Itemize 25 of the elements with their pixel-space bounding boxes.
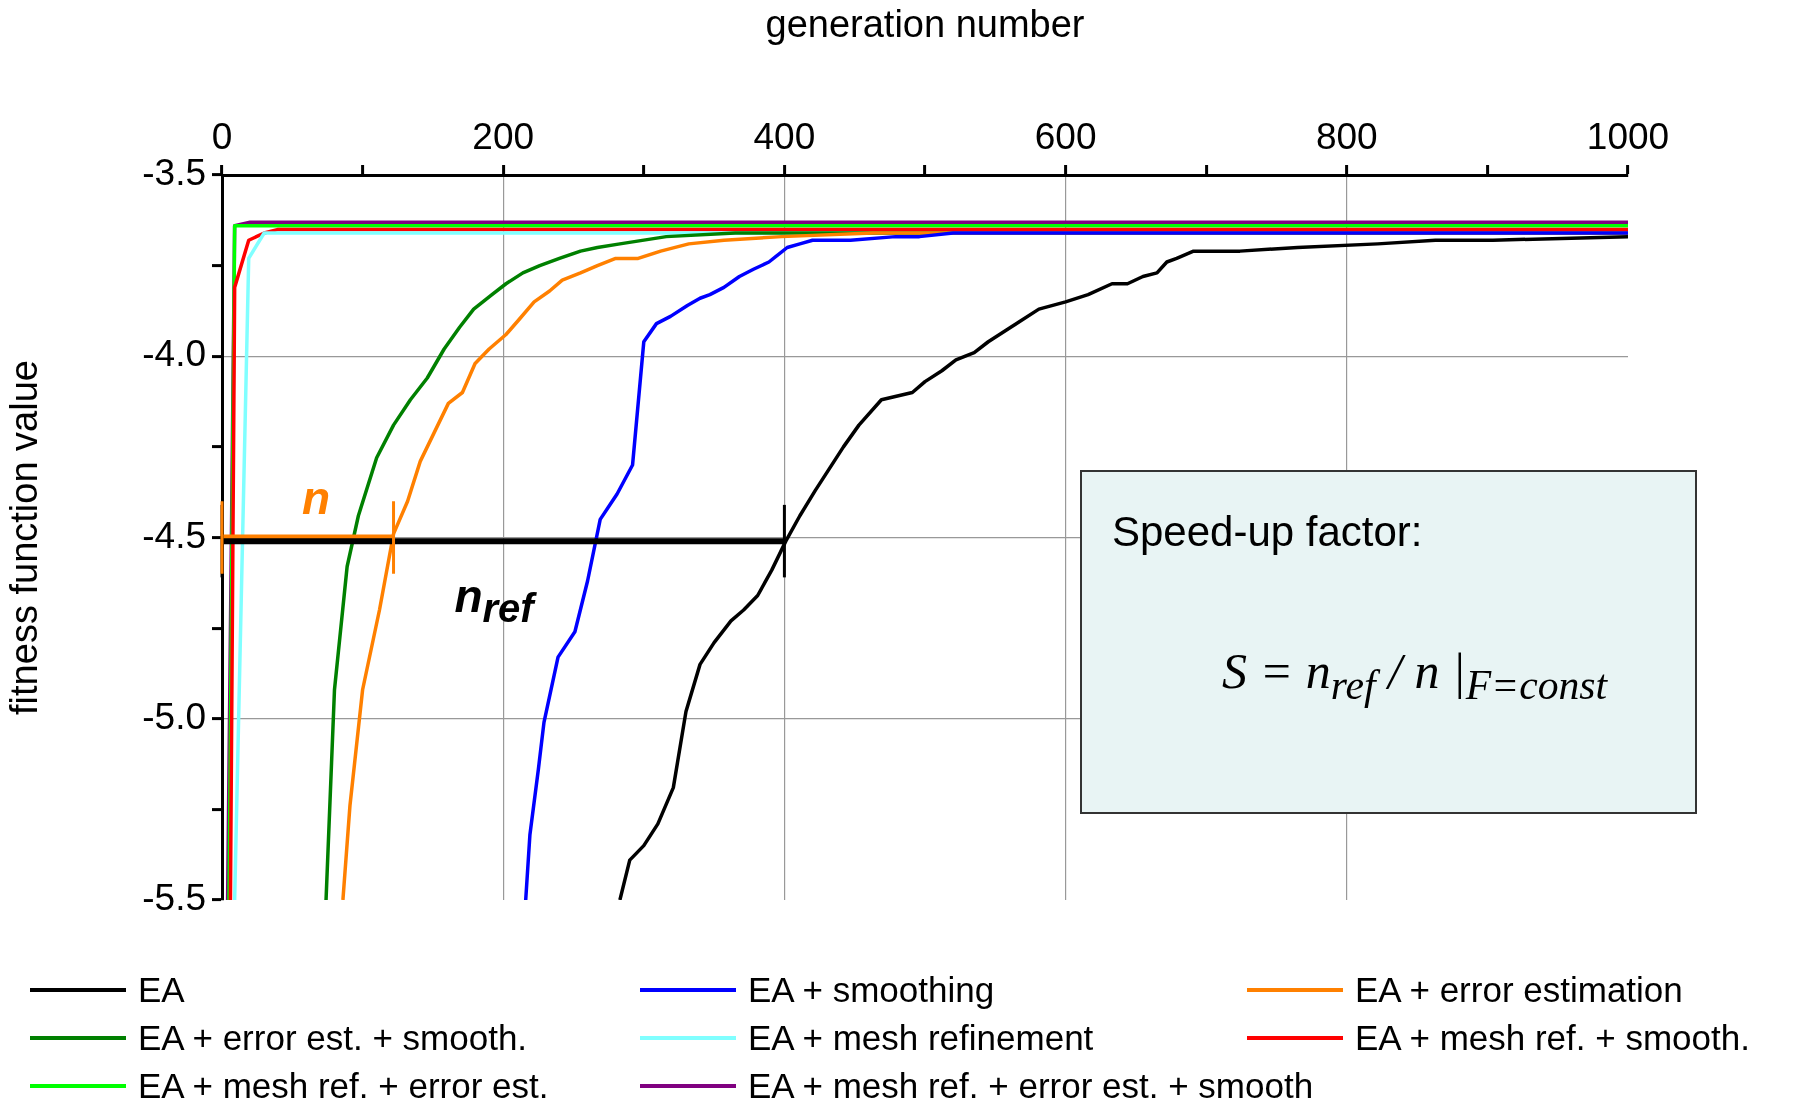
legend-label: EA — [138, 970, 185, 1010]
legend-label: EA + mesh ref. + error est. — [138, 1066, 549, 1106]
legend-label: EA + error estimation — [1355, 970, 1683, 1010]
x-tick-label: 200 — [472, 116, 535, 157]
legend-label: EA + mesh ref. + error est. + smooth — [748, 1066, 1314, 1106]
annotation: n — [301, 471, 331, 525]
legend-label: EA + error est. + smooth. — [138, 1018, 528, 1058]
text-box: Speed-up factor: S = n$_{ref}$ / n |$_{F=const}$ — [1080, 470, 1697, 814]
x-tick-label: 400 — [753, 116, 816, 157]
y-tick-label: -4.0 — [142, 333, 206, 375]
x-axis-title: generation number — [765, 3, 1085, 46]
annotation: Speed-up factor: — [1112, 508, 1423, 556]
x-tick-label: 800 — [1315, 116, 1378, 157]
y-tick-label: -5.5 — [142, 877, 206, 919]
x-tick-label: 1000 — [1586, 116, 1670, 157]
annotation: S = n$_{ref}$ / n |$_{F=const}$ — [1222, 642, 1608, 709]
legend-label: EA + mesh refinement — [748, 1018, 1094, 1058]
legend-label: EA + smoothing — [748, 970, 995, 1010]
y-tick-label: -4.5 — [142, 514, 206, 556]
legend-label: EA + mesh ref. + smooth. — [1355, 1018, 1750, 1058]
y-axis-title: fitness function value — [3, 360, 46, 715]
x-tick-label: 0 — [211, 116, 233, 157]
y-tick-label: -3.5 — [142, 152, 206, 194]
y-tick-label: -5.0 — [142, 695, 206, 737]
x-tick-label: 600 — [1034, 116, 1097, 157]
